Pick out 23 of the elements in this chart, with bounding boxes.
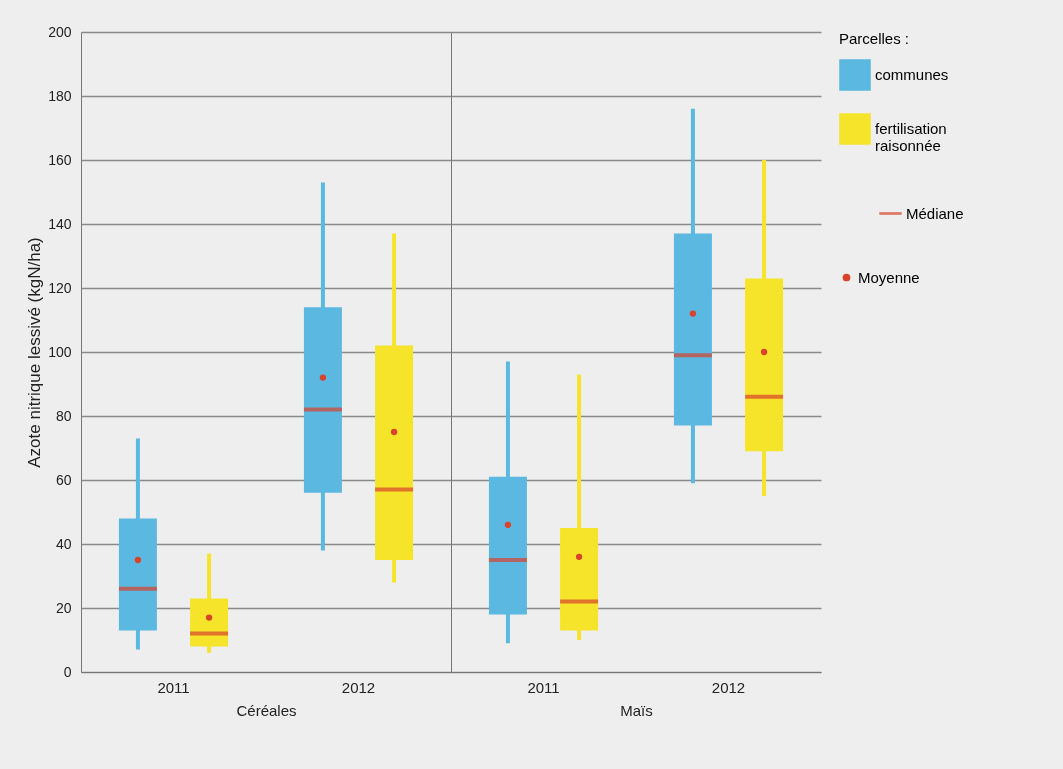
y-tick-label: 180: [48, 87, 72, 104]
text: Médiane: [906, 204, 964, 222]
x-axis-title: Maïs: [620, 701, 653, 719]
y-tick-label: 20: [55, 599, 72, 616]
x-tick-label: 2011: [527, 678, 560, 696]
legend-title: Parcelles :: [839, 30, 910, 47]
legend-label: fertilisation raisonnée: [875, 120, 947, 154]
x-tick-label: 2012: [341, 678, 376, 696]
y-tick-label: 120: [48, 279, 72, 296]
text: Moyenne: [858, 268, 920, 286]
legend-label: communes: [875, 66, 949, 83]
y-tick-label: 100: [48, 343, 72, 360]
y-tick-label: 160: [48, 151, 72, 168]
x-tick-label: 2011: [157, 678, 190, 696]
y-tick-label: 80: [55, 407, 72, 424]
y-axis-title: Azote nitrique lessivé (kgN/ha): [25, 237, 45, 468]
x-tick-label: 2012: [711, 678, 746, 696]
y-tick-label: 140: [48, 215, 72, 232]
y-tick-label: 40: [55, 535, 72, 552]
x-axis-title: Céréales: [236, 701, 297, 719]
y-tick-label: 60: [55, 471, 72, 488]
y-tick-label: 0: [63, 663, 72, 680]
y-tick-label: 200: [48, 23, 72, 40]
